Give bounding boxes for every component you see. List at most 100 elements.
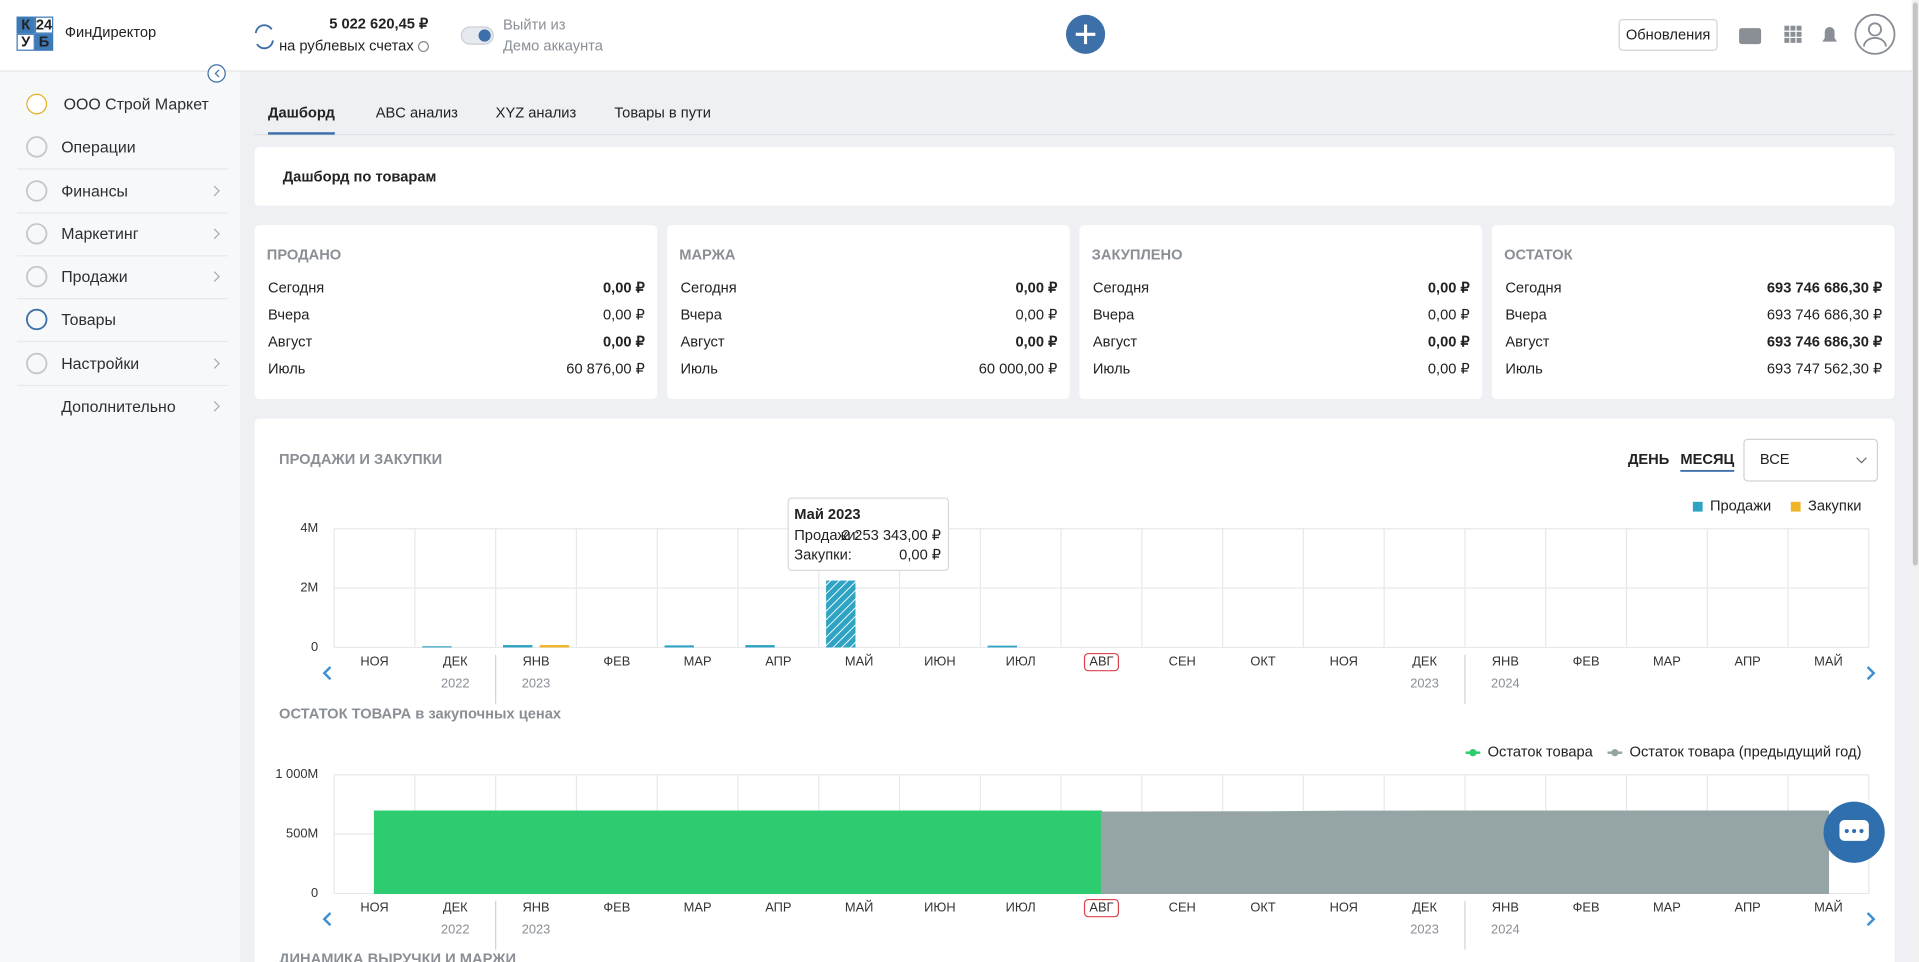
- year-label: 2022: [441, 922, 470, 937]
- menu-icon: [26, 308, 48, 331]
- x-tick-label: МАЙ: [845, 900, 873, 915]
- card-row-label: Сегодня: [1093, 281, 1149, 297]
- menu-item[interactable]: Операции: [61, 139, 135, 156]
- menu-item[interactable]: Товары: [61, 312, 116, 329]
- x-tick-label: АВГ: [1089, 900, 1113, 915]
- company-name[interactable]: ООО Строй Маркет: [64, 96, 210, 113]
- x-tick-label: ЯНВ: [1492, 654, 1519, 669]
- card-row-label: Август: [1093, 335, 1137, 351]
- x-tick-label: ФЕВ: [1573, 654, 1600, 669]
- year-label: 2023: [1410, 676, 1439, 691]
- x-tick-label: МАР: [1653, 900, 1681, 915]
- scrollbar-thumb[interactable]: [1912, 2, 1918, 566]
- current-month-box: [1083, 652, 1120, 672]
- card-row-value: 0,00 ₽: [1428, 335, 1471, 351]
- card-row-label: Июль: [1505, 362, 1543, 378]
- logo-cell: [16, 16, 35, 34]
- legend-swatch: [1790, 501, 1801, 512]
- bell-icon[interactable]: [1822, 26, 1838, 42]
- menu-chevron: [213, 401, 220, 412]
- filter-value[interactable]: ВСЕ: [1760, 452, 1790, 468]
- menu-item[interactable]: Настройки: [61, 356, 139, 373]
- x-tick-label: ФЕВ: [1573, 900, 1600, 915]
- menu-item[interactable]: Маркетинг: [61, 226, 139, 243]
- x-tick-label: ФЕВ: [603, 900, 630, 915]
- bar: [539, 645, 570, 648]
- updates-label[interactable]: Обновления: [1626, 27, 1711, 43]
- card-row-label: Июль: [680, 362, 718, 378]
- card-row-label: Вчера: [680, 308, 722, 324]
- sidebar-bg: [0, 71, 240, 962]
- tab[interactable]: ABC анализ: [376, 106, 458, 122]
- area: [373, 810, 1103, 895]
- y-tick-label: 4M: [300, 520, 318, 535]
- tab[interactable]: XYZ анализ: [496, 106, 577, 122]
- legend-label[interactable]: Остаток товара (предыдущий год): [1630, 745, 1862, 761]
- chart-title: ОСТАТОК ТОВАРА в закупочных ценах: [279, 707, 562, 723]
- bar: [503, 645, 533, 648]
- bar: [745, 645, 775, 648]
- menu-icon: [26, 265, 48, 288]
- nav-next[interactable]: [1866, 912, 1876, 927]
- updates-button[interactable]: [1618, 18, 1718, 51]
- nav-next[interactable]: [1866, 666, 1876, 681]
- legend-label[interactable]: Закупки: [1808, 499, 1862, 515]
- x-tick-label: НОЯ: [360, 900, 388, 915]
- area: [1100, 810, 1830, 895]
- profile-icon[interactable]: [1854, 13, 1896, 55]
- card-row-value: 0,00 ₽: [1428, 281, 1471, 297]
- menu-item[interactable]: Дополнительно: [61, 399, 176, 416]
- tab-underline: [268, 132, 335, 135]
- x-tick-label: ДЕК: [443, 900, 468, 915]
- profile-body: [1863, 37, 1887, 47]
- card-row-label: Сегодня: [1505, 281, 1561, 297]
- settings-icon[interactable]: [417, 41, 429, 53]
- period-underline: [1680, 469, 1735, 472]
- company-logo: [26, 93, 48, 115]
- y-tick-label: 2M: [300, 579, 318, 594]
- nav-prev[interactable]: [322, 666, 332, 681]
- x-tick-label: АПР: [765, 900, 791, 915]
- year-label: 2023: [522, 676, 551, 691]
- balance-note: на рублевых счетах: [279, 38, 414, 54]
- menu-item[interactable]: Продажи: [61, 269, 127, 286]
- balance: 5 022 620,45 ₽: [329, 16, 429, 32]
- menu-icon: [26, 136, 48, 158]
- collapse-button[interactable]: [207, 64, 226, 83]
- x-tick-label: АПР: [1735, 654, 1761, 669]
- card-row-value: 693 746 686,30 ₽: [1767, 335, 1883, 351]
- legend-swatch: [1692, 501, 1703, 512]
- menu-item[interactable]: Финансы: [61, 183, 128, 200]
- legend-label[interactable]: Продажи: [1710, 499, 1771, 515]
- period-option[interactable]: МЕСЯЦ: [1680, 452, 1734, 468]
- logo-letter: 24: [36, 18, 53, 34]
- card-row-value: 693 746 686,30 ₽: [1767, 308, 1883, 324]
- x-tick-label: НОЯ: [360, 654, 388, 669]
- card-title: МАРЖА: [679, 248, 736, 264]
- menu-chevron: [213, 358, 220, 369]
- tab[interactable]: Товары в пути: [614, 106, 711, 122]
- logo-cell: [34, 16, 54, 34]
- legend-label[interactable]: Остаток товара: [1488, 745, 1594, 761]
- briefcase-icon[interactable]: [1739, 28, 1762, 45]
- x-tick-label: ИЮЛ: [1006, 654, 1036, 669]
- year-label: 2022: [441, 676, 470, 691]
- filter-select[interactable]: [1743, 438, 1879, 482]
- demo-text[interactable]: Выйти из: [503, 18, 566, 34]
- period-option[interactable]: ДЕНЬ: [1628, 452, 1670, 468]
- card-row-label: Июль: [1093, 362, 1131, 378]
- chat-dot: [1852, 828, 1857, 834]
- card-row-value: 0,00 ₽: [1015, 335, 1058, 351]
- bar: [422, 646, 452, 648]
- x-tick-label: МАР: [684, 900, 712, 915]
- apps-icon[interactable]: [1784, 25, 1802, 43]
- menu-chevron: [213, 271, 220, 282]
- nav-prev[interactable]: [322, 912, 332, 927]
- demo-text[interactable]: Демо аккаунта: [503, 38, 604, 54]
- card-row-label: Август: [680, 335, 724, 351]
- x-tick-label: ФЕВ: [603, 654, 630, 669]
- logo-letter: У: [21, 35, 31, 51]
- logo-cell: [16, 33, 35, 51]
- refresh-icon[interactable]: [254, 24, 274, 50]
- tab[interactable]: Дашборд: [268, 106, 335, 122]
